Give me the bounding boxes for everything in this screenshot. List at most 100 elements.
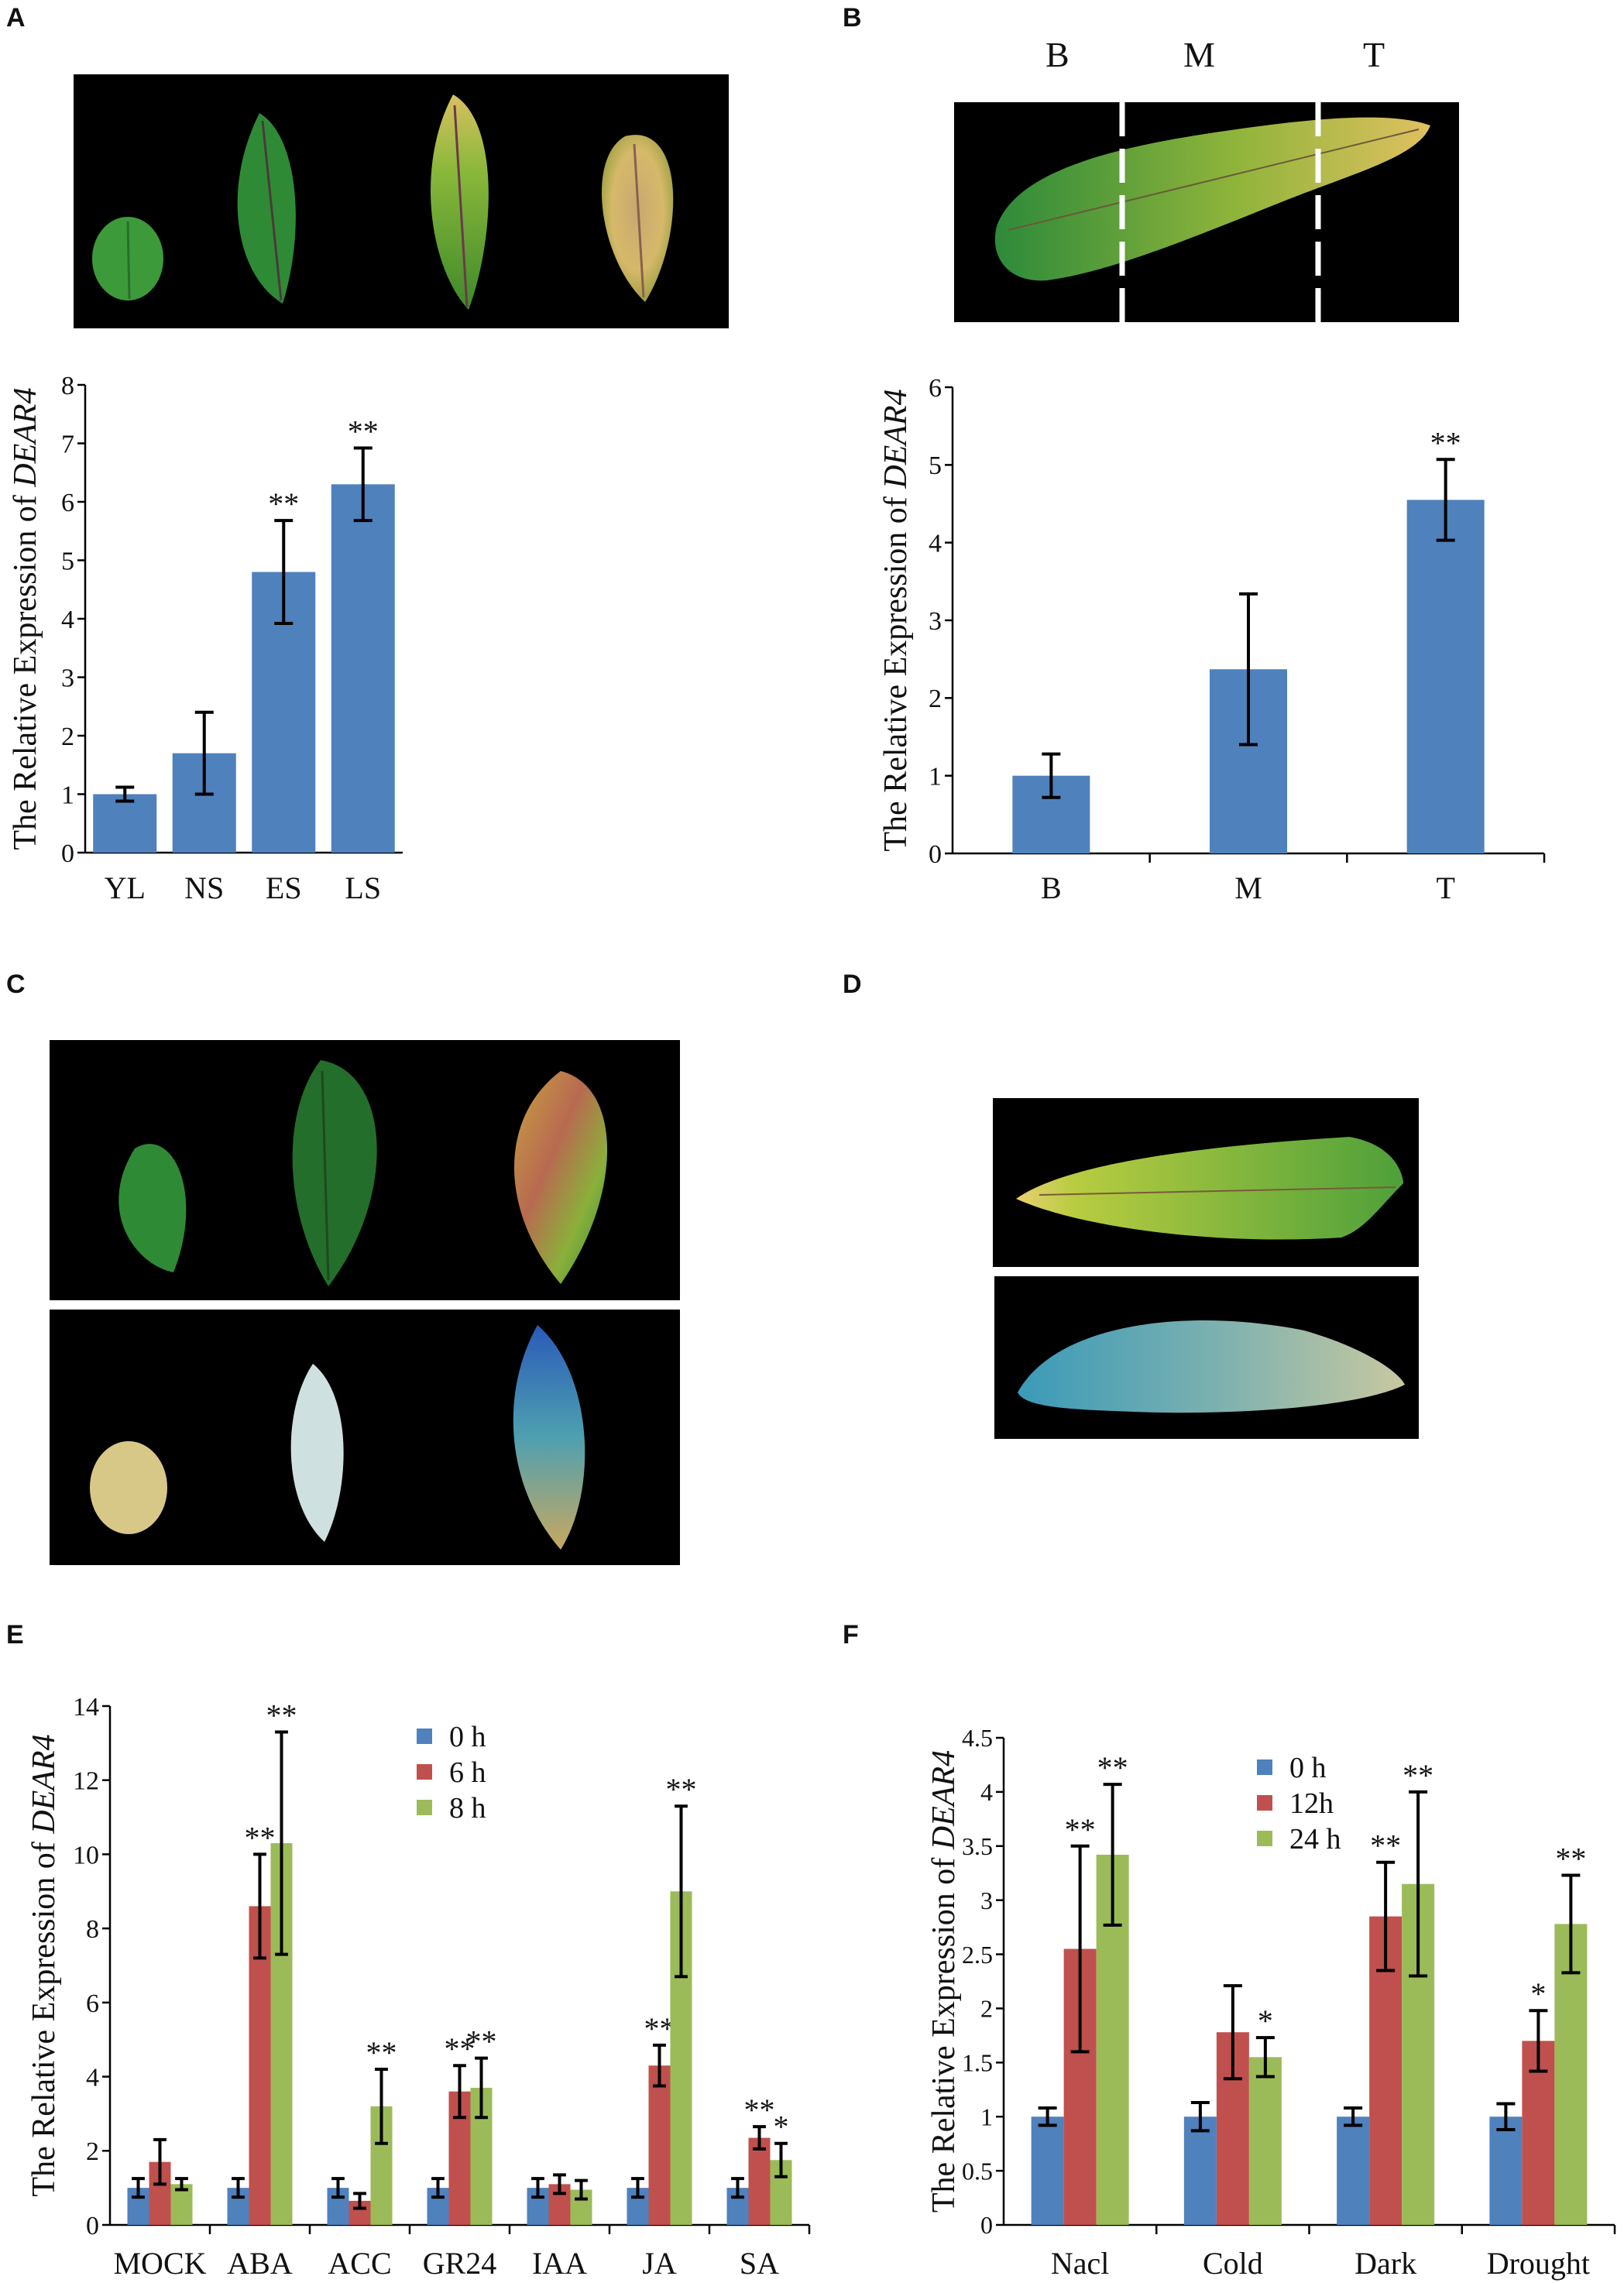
- x-tick-label: Dark: [1354, 2246, 1416, 2281]
- significance-mark: **: [1097, 1750, 1128, 1785]
- panel-label-e: E: [6, 1620, 24, 1650]
- bar: [1402, 1883, 1435, 2225]
- bar: [670, 1891, 692, 2225]
- panel-label-c: C: [6, 970, 26, 999]
- bar: [548, 2184, 571, 2225]
- y-axis-title: The Relative Expression of DEAR4: [8, 387, 43, 850]
- chart-b: 0 1 2 3 4 5 6 The Relative Expression of DEAR4 B…: [878, 374, 1546, 905]
- bar: [748, 2137, 771, 2225]
- y-tick-label: 1: [61, 781, 74, 809]
- bar: [331, 484, 395, 853]
- legend-swatch: [417, 1764, 432, 1780]
- y-tick-label: 0: [61, 839, 74, 868]
- segmented-leaf: [994, 117, 1430, 281]
- x-tick-label: ABA: [227, 2246, 293, 2281]
- leaf-photo-d-top: [993, 1098, 1419, 1267]
- bar: [1369, 1916, 1403, 2225]
- significance-mark: **: [1403, 1758, 1433, 1793]
- segment-label-tip: T: [1363, 35, 1385, 74]
- legend-label: 12h: [1289, 1787, 1334, 1820]
- bar: [726, 2188, 749, 2225]
- legend-label: 8 h: [449, 1792, 486, 1825]
- bar: [527, 2188, 549, 2225]
- x-tick-label: B: [1041, 870, 1062, 905]
- legend-swatch: [1257, 1759, 1272, 1775]
- segment-label-base: B: [1045, 35, 1070, 74]
- bar: [170, 2184, 193, 2225]
- young-leaf-stained: [90, 1441, 167, 1534]
- x-tick-label: GR24: [423, 2246, 497, 2281]
- y-tick-label: 4: [980, 1778, 993, 1806]
- senescent-leaf-stained: [513, 1325, 585, 1550]
- y-tick-label: 12: [73, 1767, 99, 1796]
- x-tick-label: Cold: [1203, 2246, 1263, 2281]
- significance-mark: **: [348, 414, 379, 449]
- y-tick-label: 6: [86, 1989, 99, 2018]
- y-tick-label: 2: [929, 685, 942, 713]
- panel-label-f: F: [843, 1620, 859, 1650]
- bar: [252, 572, 316, 853]
- y-tick-label: 0.5: [962, 2157, 993, 2185]
- x-tick-label: ES: [266, 870, 302, 905]
- x-tick-label: ACC: [328, 2246, 391, 2281]
- young-leaf: [92, 217, 163, 300]
- x-tick-label: M: [1234, 870, 1262, 905]
- significance-mark: **: [1065, 1812, 1096, 1847]
- bar: [1210, 669, 1287, 853]
- bar: [648, 2065, 671, 2225]
- y-tick-label: 3: [980, 1886, 993, 1914]
- bar: [270, 1843, 293, 2225]
- leaf-d: [1016, 1137, 1403, 1240]
- significance-mark: **: [266, 1698, 297, 1733]
- y-tick-label: 14: [73, 1693, 99, 1722]
- y-tick-label: 8: [86, 1915, 99, 1944]
- significance-mark: *: [1530, 1976, 1546, 2011]
- significance-mark: **: [1555, 1842, 1586, 1876]
- significance-mark: **: [1370, 1828, 1401, 1863]
- legend-swatch: [417, 1729, 432, 1744]
- chart-a: 0 1 2 3 4 5 6 7 8 The Relative Expression of DEAR…: [8, 372, 403, 905]
- x-tick-label: MOCK: [113, 2246, 206, 2281]
- bar: [570, 2189, 592, 2225]
- early-senescent-leaf: [431, 94, 489, 310]
- leaf-stages-photo: [74, 74, 729, 328]
- leaf-segments-photo: [954, 102, 1459, 322]
- mature-leaf-c: [292, 1060, 377, 1286]
- bar: [348, 2200, 371, 2225]
- y-tick-label: 5: [929, 451, 942, 480]
- gus-stain-photo-c: [50, 1310, 680, 1565]
- bar: [249, 1906, 271, 2225]
- x-tick-label: YL: [105, 870, 146, 905]
- y-tick-label: 4: [929, 530, 942, 558]
- y-tick-label: 1.5: [962, 2049, 993, 2077]
- legend-label: 6 h: [449, 1756, 486, 1789]
- x-tick-label: JA: [642, 2246, 677, 2281]
- y-tick-label: 1: [929, 763, 942, 791]
- y-tick-label: 6: [61, 489, 74, 517]
- x-tick-label: Nacl: [1051, 2246, 1110, 2281]
- mature-leaf-stained: [290, 1364, 344, 1542]
- y-tick-label: 8: [61, 372, 74, 400]
- bar: [172, 753, 236, 853]
- bar: [127, 2188, 149, 2225]
- young-leaf-c: [118, 1144, 187, 1272]
- bar: [470, 2087, 493, 2225]
- y-tick-label: 2.5: [962, 1941, 993, 1969]
- bar: [1522, 2041, 1555, 2225]
- panel-label-a: A: [6, 3, 26, 33]
- significance-mark: **: [744, 2092, 775, 2127]
- y-tick-label: 3.5: [962, 1832, 993, 1860]
- bar: [149, 2161, 171, 2225]
- legend-swatch: [1257, 1831, 1272, 1846]
- bar: [370, 2106, 393, 2225]
- legend-label: 0 h: [1289, 1752, 1327, 1784]
- significance-mark: **: [466, 2024, 497, 2059]
- y-tick-label: 2: [61, 723, 74, 751]
- panel-label-b: B: [843, 3, 862, 33]
- bar: [1063, 1948, 1097, 2225]
- significance-mark: **: [666, 1772, 697, 1807]
- significance-mark: **: [644, 2011, 675, 2046]
- y-tick-label: 1: [980, 2103, 993, 2130]
- x-tick-label: Drought: [1487, 2246, 1590, 2281]
- significance-mark: **: [445, 2031, 476, 2066]
